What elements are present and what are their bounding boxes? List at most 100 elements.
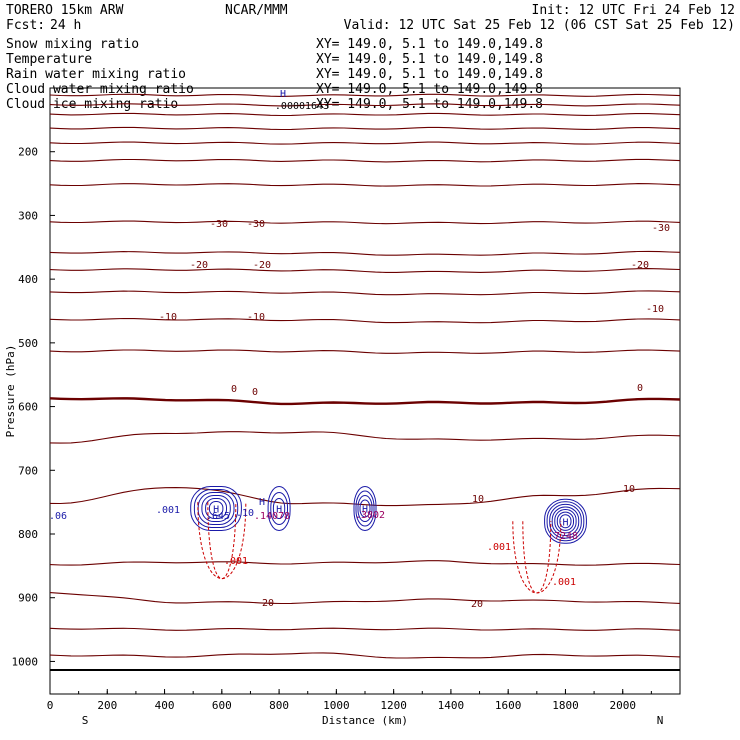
cloud-contour: [270, 492, 288, 525]
cloud-contour: [559, 514, 572, 529]
cloud-contour: [359, 499, 371, 518]
y-tick-label: 300: [18, 209, 38, 222]
isotherm-15: [49, 560, 681, 566]
cloud-contour: [267, 486, 291, 531]
isotherm-label: -10: [159, 312, 177, 323]
y-tick-label: 600: [18, 401, 38, 414]
isotherm-m25: [49, 250, 681, 256]
init-time: Init: 12 UTC Fri 24 Feb 12: [532, 3, 736, 18]
x-tick-label: 1600: [495, 699, 522, 712]
value-label: .001: [487, 542, 511, 553]
cloud-contour: [544, 498, 587, 544]
cloud-contour: [272, 498, 286, 519]
legend-xy: XY= 149.0, 5.1 to 149.0,149.8: [316, 67, 543, 82]
x-tick-label: 0: [47, 699, 54, 712]
isotherm-label: 10: [472, 494, 484, 505]
cloud-contour: [556, 511, 574, 531]
center-name: NCAR/MMM: [225, 3, 288, 18]
isotherm-10: [49, 487, 681, 507]
x-axis-label: Distance (km): [322, 714, 408, 727]
isotherm-m10: [49, 317, 681, 324]
isotherm-20: [49, 592, 681, 605]
cloud-contour: [357, 495, 373, 522]
isotherm-m5: [49, 349, 681, 354]
y-tick-label: 800: [18, 528, 38, 541]
isotherm-label: 10: [623, 484, 635, 495]
x-tick-label: 1000: [323, 699, 350, 712]
legend-xy: XY= 149.0, 5.1 to 149.0,149.8: [316, 37, 543, 52]
legend-xy: XY= 149.0, 5.1 to 149.0,149.8: [316, 97, 543, 112]
isotherm-m45: [49, 141, 681, 145]
y-axis-label: Pressure (hPa): [4, 345, 17, 438]
value-label: .001: [156, 505, 180, 516]
isotherm-label: -20: [190, 260, 208, 271]
temperature-isotherms: [49, 93, 681, 659]
x-tick-label: 1800: [552, 699, 579, 712]
cloud-contour: [353, 486, 377, 531]
x-tick-label: 400: [155, 699, 175, 712]
cloud-max-marker: H: [213, 505, 219, 516]
x-tick-label: 600: [212, 699, 232, 712]
isotherm-m65: [49, 93, 681, 97]
isotherm-label: -10: [646, 304, 664, 315]
cloud-max-marker: H: [276, 505, 282, 516]
cloud-contour: [205, 498, 228, 519]
isotherm-label: 0: [637, 383, 643, 394]
cloud-max-marker: H: [562, 517, 568, 528]
value-label: .001: [552, 577, 576, 588]
x-tick-label: 1200: [380, 699, 407, 712]
x-tick-label: 200: [97, 699, 117, 712]
value-label: .645: [206, 511, 230, 522]
value-label: .10: [236, 508, 254, 519]
isotherm-label: -30: [210, 219, 228, 230]
isotherm-30: [49, 652, 681, 659]
cloud-contour: [193, 489, 239, 528]
x-tick-label: 800: [269, 699, 289, 712]
rain-contour: [197, 502, 247, 580]
isotherm-label: -20: [253, 260, 271, 271]
y-tick-label: 700: [18, 464, 38, 477]
value-label: .06: [49, 511, 67, 522]
isotherm-m50: [49, 126, 681, 131]
isotherm-m40: [49, 158, 681, 163]
cloud-contour: [549, 503, 582, 539]
cloud-contour: [201, 495, 231, 522]
isotherm-m35: [49, 183, 681, 187]
cloud-max-marker: H: [362, 505, 368, 516]
valid-time: Valid: 12 UTC Sat 25 Feb 12 (06 CST Sat …: [344, 18, 735, 33]
y-tick-label: 1000: [12, 655, 39, 668]
model-title: TORERO 15km ARW: [6, 3, 124, 18]
extremum-marker: H: [280, 89, 286, 100]
fcst-value: 24 h: [50, 18, 81, 33]
legend-name: Rain water mixing ratio: [6, 67, 186, 82]
south-label: S: [82, 714, 89, 727]
legend-xy: XY= 149.0, 5.1 to 149.0,149.8: [316, 52, 543, 67]
value-label: .001: [224, 556, 248, 567]
legend-name: Cloud water mixing ratio: [6, 82, 194, 97]
isotherm-label: -30: [247, 219, 265, 230]
north-label: N: [657, 714, 664, 727]
isotherm-label: 20: [262, 598, 274, 609]
x-tick-label: 2000: [609, 699, 636, 712]
cloud-contour: [551, 506, 580, 537]
isotherm-label: 20: [471, 599, 483, 610]
isotherm-label: -20: [631, 260, 649, 271]
isotherm-label: 0: [252, 387, 258, 398]
cloud-contour: [190, 486, 242, 531]
legend-name: Snow mixing ratio: [6, 37, 139, 52]
isotherm-25: [49, 627, 681, 631]
y-tick-label: 400: [18, 273, 38, 286]
legend-name: Temperature: [6, 52, 92, 67]
cloud-contour: [355, 490, 375, 527]
value-label: .3802: [355, 510, 385, 521]
cloud-water-contours: H H HH: [190, 486, 587, 544]
y-tick-label: 200: [18, 146, 38, 159]
value-label: .00001643: [275, 101, 329, 112]
isotherm-m20: [49, 268, 681, 273]
isotherm-label: 0: [231, 384, 237, 395]
y-tick-label: 900: [18, 592, 38, 605]
extremum-marker: H: [259, 497, 265, 508]
rain-contour: [512, 521, 562, 594]
